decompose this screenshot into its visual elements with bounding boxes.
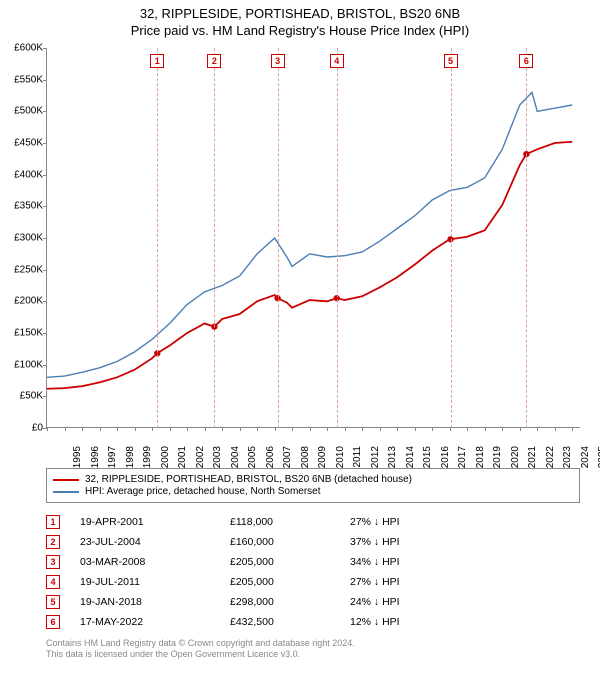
sale-vline: [526, 48, 527, 428]
table-date: 19-JAN-2018: [80, 596, 230, 608]
title-block: 32, RIPPLESIDE, PORTISHEAD, BRISTOL, BS2…: [0, 0, 600, 42]
footer-note: Contains HM Land Registry data © Crown c…: [46, 638, 580, 661]
y-tick-label: £250K: [1, 264, 43, 275]
table-row: 3 03-MAR-2008£205,00034% ↓ HPI: [46, 552, 580, 572]
table-date: 19-APR-2001: [80, 516, 230, 528]
y-tick-label: £600K: [1, 43, 43, 54]
table-marker: 4: [46, 575, 60, 589]
title-address: 32, RIPPLESIDE, PORTISHEAD, BRISTOL, BS2…: [10, 6, 590, 21]
table-date: 17-MAY-2022: [80, 616, 230, 628]
y-tick-label: £450K: [1, 138, 43, 149]
legend-box: 32, RIPPLESIDE, PORTISHEAD, BRISTOL, BS2…: [46, 468, 580, 503]
table-price: £118,000: [230, 516, 350, 528]
table-price: £432,500: [230, 616, 350, 628]
legend-row-property: 32, RIPPLESIDE, PORTISHEAD, BRISTOL, BS2…: [53, 474, 573, 485]
y-tick-label: £350K: [1, 201, 43, 212]
table-marker: 6: [46, 615, 60, 629]
table-row: 4 19-JUL-2011£205,00027% ↓ HPI: [46, 572, 580, 592]
y-tick-label: £100K: [1, 359, 43, 370]
title-subtitle: Price paid vs. HM Land Registry's House …: [10, 23, 590, 38]
chart-container: 32, RIPPLESIDE, PORTISHEAD, BRISTOL, BS2…: [0, 0, 600, 680]
sale-vline: [214, 48, 215, 428]
legend-row-hpi: HPI: Average price, detached house, Nort…: [53, 486, 573, 497]
sale-marker-2: 2: [207, 54, 221, 68]
table-marker: 1: [46, 515, 60, 529]
sale-marker-3: 3: [271, 54, 285, 68]
y-tick-label: £50K: [1, 391, 43, 402]
sale-vline: [157, 48, 158, 428]
table-delta: 27% ↓ HPI: [350, 576, 460, 588]
sale-marker-6: 6: [519, 54, 533, 68]
sales-table: 119-APR-2001£118,00027% ↓ HPI223-JUL-200…: [46, 512, 580, 632]
legend-swatch-hpi: [53, 491, 79, 493]
y-tick-label: £0: [1, 423, 43, 434]
table-row: 6 17-MAY-2022£432,50012% ↓ HPI: [46, 612, 580, 632]
sale-marker-5: 5: [444, 54, 458, 68]
table-price: £205,000: [230, 556, 350, 568]
chart-svg: [47, 48, 581, 428]
sale-marker-1: 1: [150, 54, 164, 68]
table-price: £298,000: [230, 596, 350, 608]
table-date: 19-JUL-2011: [80, 576, 230, 588]
y-tick-label: £150K: [1, 328, 43, 339]
table-delta: 27% ↓ HPI: [350, 516, 460, 528]
table-row: 1 19-APR-2001£118,00027% ↓ HPI: [46, 512, 580, 532]
table-date: 23-JUL-2004: [80, 536, 230, 548]
table-row: 2 23-JUL-2004£160,00037% ↓ HPI: [46, 532, 580, 552]
table-delta: 24% ↓ HPI: [350, 596, 460, 608]
table-marker: 2: [46, 535, 60, 549]
y-tick-label: £550K: [1, 74, 43, 85]
table-delta: 12% ↓ HPI: [350, 616, 460, 628]
table-date: 03-MAR-2008: [80, 556, 230, 568]
sale-vline: [451, 48, 452, 428]
sale-vline: [337, 48, 338, 428]
table-delta: 37% ↓ HPI: [350, 536, 460, 548]
chart-area: £0£50K£100K£150K£200K£250K£300K£350K£400…: [46, 48, 580, 428]
x-tick-label: 2024: [580, 446, 591, 474]
table-marker: 3: [46, 555, 60, 569]
legend-swatch-property: [53, 479, 79, 481]
y-tick-label: £500K: [1, 106, 43, 117]
legend-label-property: 32, RIPPLESIDE, PORTISHEAD, BRISTOL, BS2…: [85, 474, 412, 485]
y-tick-label: £200K: [1, 296, 43, 307]
y-tick-label: £400K: [1, 169, 43, 180]
table-price: £160,000: [230, 536, 350, 548]
legend-label-hpi: HPI: Average price, detached house, Nort…: [85, 486, 321, 497]
table-row: 5 19-JAN-2018£298,00024% ↓ HPI: [46, 592, 580, 612]
table-delta: 34% ↓ HPI: [350, 556, 460, 568]
footer-line2: This data is licensed under the Open Gov…: [46, 649, 580, 660]
sale-vline: [278, 48, 279, 428]
sale-marker-4: 4: [330, 54, 344, 68]
y-tick-label: £300K: [1, 233, 43, 244]
footer-line1: Contains HM Land Registry data © Crown c…: [46, 638, 580, 649]
table-price: £205,000: [230, 576, 350, 588]
table-marker: 5: [46, 595, 60, 609]
